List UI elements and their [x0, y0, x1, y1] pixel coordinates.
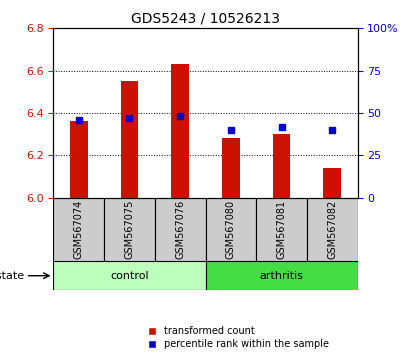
Text: GSM567081: GSM567081 — [277, 200, 286, 259]
FancyBboxPatch shape — [155, 198, 206, 261]
FancyBboxPatch shape — [206, 198, 256, 261]
Text: arthritis: arthritis — [259, 271, 304, 281]
Title: GDS5243 / 10526213: GDS5243 / 10526213 — [131, 12, 280, 26]
Legend: transformed count, percentile rank within the sample: transformed count, percentile rank withi… — [148, 326, 329, 349]
FancyBboxPatch shape — [206, 261, 358, 290]
Bar — [222, 138, 240, 198]
Bar — [171, 64, 189, 198]
Text: GSM567080: GSM567080 — [226, 200, 236, 259]
FancyBboxPatch shape — [53, 198, 104, 261]
Bar — [323, 168, 341, 198]
Bar — [272, 134, 291, 198]
FancyBboxPatch shape — [256, 198, 307, 261]
Text: GSM567075: GSM567075 — [125, 200, 134, 259]
Text: disease state: disease state — [0, 271, 24, 281]
Text: GSM567076: GSM567076 — [175, 200, 185, 259]
Text: GSM567082: GSM567082 — [327, 200, 337, 259]
Bar — [70, 121, 88, 198]
FancyBboxPatch shape — [53, 261, 206, 290]
Text: control: control — [110, 271, 149, 281]
FancyBboxPatch shape — [104, 198, 155, 261]
Bar — [120, 81, 139, 198]
FancyBboxPatch shape — [307, 198, 358, 261]
Text: GSM567074: GSM567074 — [74, 200, 84, 259]
